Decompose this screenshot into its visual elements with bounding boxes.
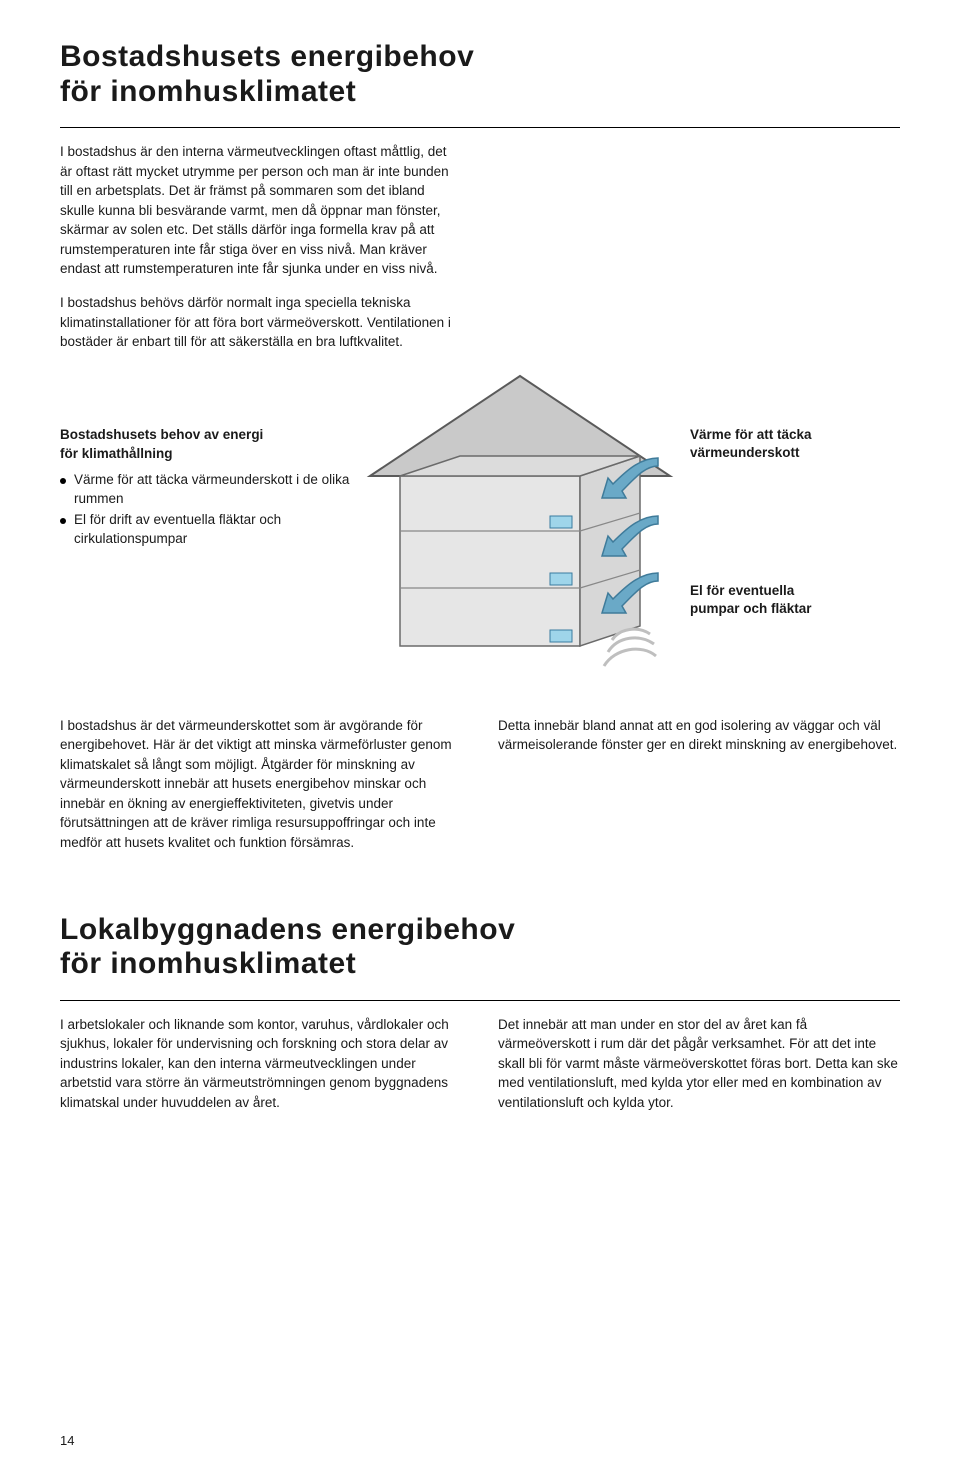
heat-label-line-1: Värme för att täcka (690, 427, 812, 442)
section-2-columns: I arbetslokaler och liknande som kontor,… (60, 1015, 900, 1113)
house-diagram (350, 366, 690, 686)
divider (60, 1000, 900, 1001)
el-label-line-2: pumpar och fläktar (690, 601, 812, 616)
diagram-left-text: Bostadshusets behov av energi för klimat… (60, 366, 350, 551)
page-title: Bostadshusets energibehov för inomhuskli… (60, 40, 900, 109)
heat-label-line-2: värmeunderskott (690, 445, 800, 460)
list-item: Värme för att täcka värmeunderskott i de… (60, 471, 350, 509)
intro-column: I bostadshus är den interna värmeutveckl… (60, 142, 460, 352)
intro-paragraph-1: I bostadshus är den interna värmeutveckl… (60, 142, 460, 279)
energy-needs-subheading: Bostadshusets behov av energi för klimat… (60, 426, 350, 464)
subheading-line-1: Bostadshusets behov av energi (60, 427, 263, 442)
diagram-right-labels: Värme för att täcka värmeunderskott El f… (690, 366, 890, 619)
bottom-two-columns: I bostadshus är det värmeunderskottet so… (60, 716, 900, 853)
title-line-2: för inomhusklimatet (60, 75, 356, 108)
title-line-1: Bostadshusets energibehov (60, 40, 474, 73)
bottom-left-paragraph: I bostadshus är det värmeunderskottet so… (60, 716, 462, 853)
section-2-title: Lokalbyggnadens energibehov för inomhusk… (60, 913, 900, 982)
house-illustration (350, 366, 690, 686)
electricity-label: El för eventuella pumpar och fläktar (690, 582, 890, 618)
heat-label: Värme för att täcka värmeunderskott (690, 426, 890, 462)
intro-paragraph-2: I bostadshus behövs därför normalt inga … (60, 293, 460, 352)
page-number: 14 (60, 1433, 74, 1448)
radiator-icon (550, 630, 572, 642)
radiator-icon (550, 573, 572, 585)
diagram-row: Bostadshusets behov av energi för klimat… (60, 366, 900, 686)
bottom-right-paragraph: Detta innebär bland annat att en god iso… (498, 716, 900, 853)
radiator-icon (550, 516, 572, 528)
section-2-title-line-1: Lokalbyggnadens energibehov (60, 913, 515, 946)
list-item: El för drift av eventuella fläktar och c… (60, 511, 350, 549)
section-2-title-line-2: för inomhusklimatet (60, 947, 356, 980)
divider (60, 127, 900, 128)
section-2-right-paragraph: Det innebär att man under en stor del av… (498, 1015, 900, 1113)
section-2-left-paragraph: I arbetslokaler och liknande som kontor,… (60, 1015, 462, 1113)
subheading-line-2: för klimathållning (60, 446, 173, 461)
energy-needs-list: Värme för att täcka värmeunderskott i de… (60, 471, 350, 549)
el-label-line-1: El för eventuella (690, 583, 794, 598)
